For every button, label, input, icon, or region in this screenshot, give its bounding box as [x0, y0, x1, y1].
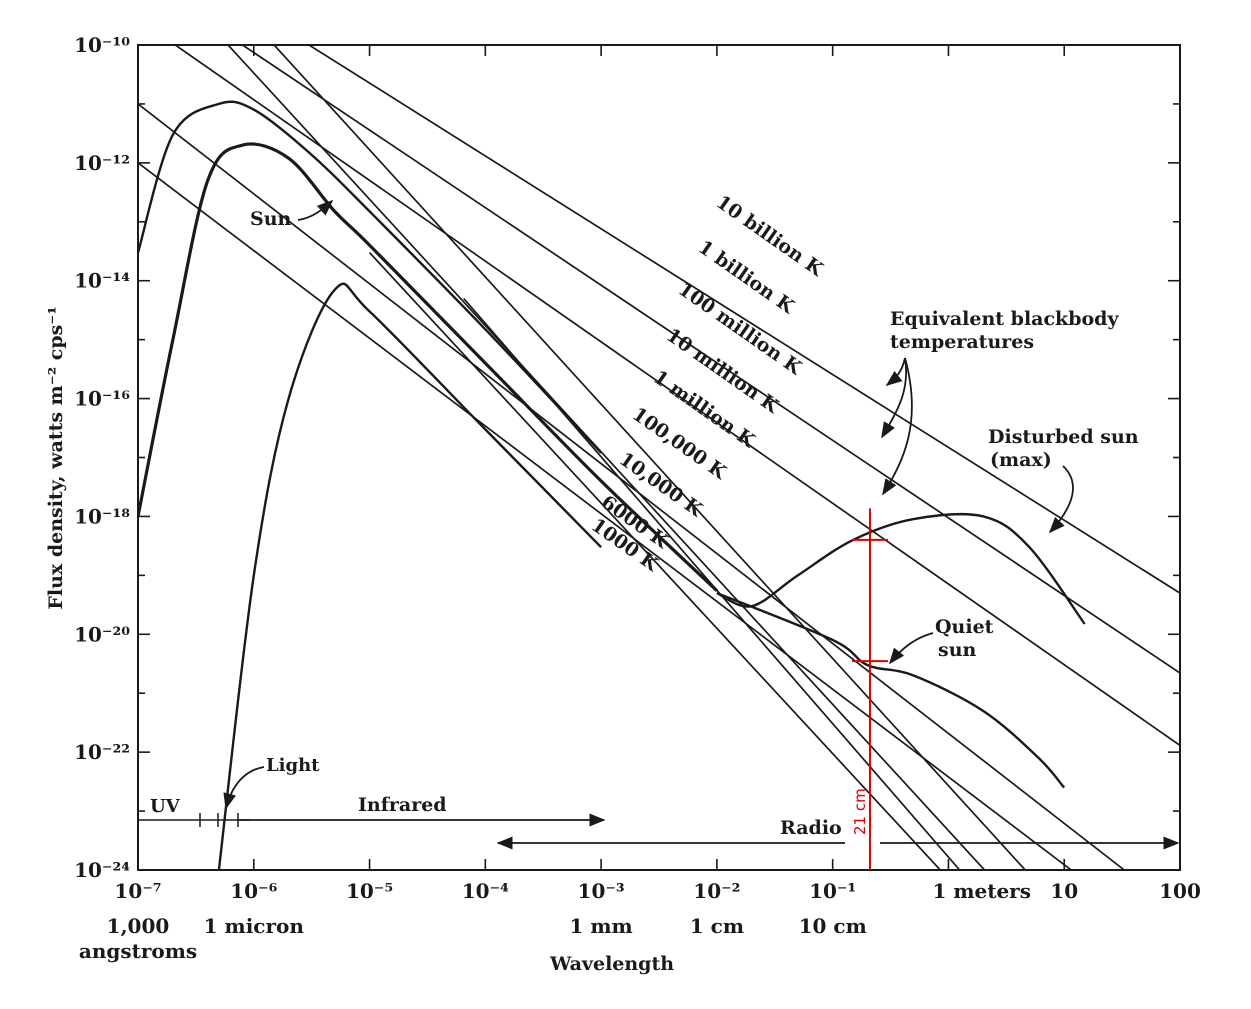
series-curve — [217, 282, 602, 870]
y-tick-label: 10⁻¹⁶ — [74, 387, 130, 411]
x-tick-sublabel: 1 cm — [690, 914, 744, 938]
disturbed-label-line2: (max) — [990, 449, 1052, 471]
x-tick-label: 10⁻⁷ — [114, 879, 161, 903]
x-tick-label: 10⁻² — [693, 879, 740, 903]
blackbody-line — [227, 45, 986, 870]
x-axis-title: Wavelength — [549, 953, 674, 975]
sun-label: Sun — [250, 208, 292, 230]
disturbed-label-line1: Disturbed sun — [988, 426, 1139, 448]
x-tick-label: 10⁻⁶ — [230, 879, 277, 903]
y-axis-title: Flux density, watts m⁻² cps⁻¹ — [45, 306, 67, 609]
series-curve — [138, 142, 719, 592]
radio-label: Radio — [780, 817, 842, 839]
axis-ticks — [137, 44, 1181, 871]
x-tick-sublabel: 1 micron — [204, 914, 305, 938]
quiet-pointer — [888, 632, 934, 665]
equivalent-label-line1: Equivalent blackbody — [890, 308, 1119, 330]
quiet-label-line2: sun — [938, 639, 977, 661]
blackbody-line — [138, 103, 1125, 870]
equivalent-pointer-3 — [882, 357, 913, 496]
series-curve — [716, 591, 1066, 789]
blackbody-line — [368, 252, 941, 870]
sun-pointer — [297, 199, 334, 221]
y-tick-label: 10⁻²⁴ — [74, 858, 130, 882]
equivalent-pointer-2 — [881, 357, 907, 439]
spectrum-curves — [138, 100, 1086, 870]
y-tick-label: 10⁻¹⁰ — [74, 33, 130, 57]
x-tick-label: 10⁻⁵ — [346, 879, 393, 903]
blackbody-line — [174, 45, 1180, 747]
y-tick-label: 10⁻²⁰ — [74, 622, 130, 646]
blackbody-labels: 10 billion K 1 billion K 100 million K 1… — [587, 191, 828, 576]
x-tick-label: 100 — [1159, 879, 1201, 903]
infrared-label: Infrared — [358, 794, 447, 816]
hydrogen-line-marker: 21 cm — [851, 508, 888, 870]
light-label: Light — [266, 755, 320, 776]
blackbody-line — [308, 45, 1180, 594]
disturbed-pointer — [1048, 465, 1074, 534]
blackbody-line — [273, 45, 1026, 870]
x-tick-label: 10⁻³ — [578, 879, 625, 903]
y-tick-labels: 10⁻¹⁰ 10⁻¹² 10⁻¹⁴ 10⁻¹⁶ 10⁻¹⁸ 10⁻²⁰ 10⁻²² 10⁻²⁴ — [74, 33, 130, 882]
x-tick-label: 10⁻⁴ — [462, 879, 509, 903]
x-tick-label: 10⁻¹ — [809, 879, 856, 903]
series-curve — [138, 100, 602, 454]
marker-label: 21 cm — [851, 788, 869, 835]
blackbody-line — [138, 162, 1072, 870]
x-tick-label: 1 meters — [932, 879, 1031, 903]
y-tick-label: 10⁻²² — [74, 740, 130, 764]
blackbody-line — [242, 45, 1180, 674]
quiet-label-line1: Quiet — [935, 616, 994, 638]
x-tick-label: 10 — [1050, 879, 1078, 903]
equivalent-pointer-1 — [885, 357, 906, 386]
uv-label: UV — [150, 796, 181, 817]
x-tick-sublabel: 1,000 — [107, 914, 170, 938]
y-tick-label: 10⁻¹⁸ — [74, 504, 130, 528]
light-pointer — [223, 766, 265, 810]
x-tick-sublabel: 10 cm — [799, 914, 867, 938]
x-tick-sublabel: angstroms — [79, 939, 197, 963]
blackbody-lines — [138, 45, 1180, 870]
series-curve — [716, 512, 1086, 625]
y-tick-label: 10⁻¹⁴ — [74, 269, 130, 293]
x-tick-sublabel: 1 mm — [570, 914, 633, 938]
y-tick-label: 10⁻¹² — [74, 151, 130, 175]
equivalent-label-line2: temperatures — [890, 331, 1034, 353]
